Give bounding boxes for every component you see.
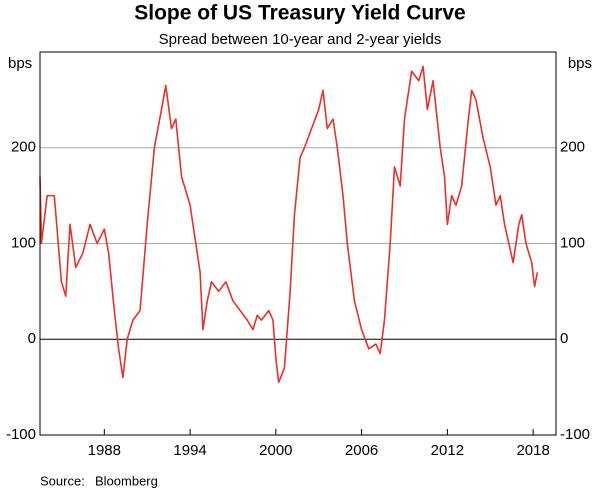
y-tick-label-right: -100 [560, 426, 590, 443]
series-line [39, 65, 539, 384]
chart-title: Slope of US Treasury Yield Curve [134, 2, 465, 25]
x-tick-label: 1994 [173, 442, 206, 459]
y-tick-label-right: 200 [560, 139, 585, 156]
y-unit-left: bps [8, 55, 32, 72]
x-tick-label: 2000 [259, 442, 292, 459]
y-tick-label: 0 [28, 330, 36, 347]
y-tick-label: 200 [11, 139, 36, 156]
source: Bloomberg [95, 473, 158, 488]
y-tick-label: 100 [11, 234, 36, 251]
x-tick-label: 1988 [88, 442, 121, 459]
y-tick-label-right: 0 [560, 330, 568, 347]
y-tick-label-right: 100 [560, 234, 585, 251]
chart-subtitle: Spread between 10-year and 2-year yields [159, 31, 442, 48]
y-tick-label: -100 [6, 426, 36, 443]
x-tick-label: 2012 [431, 442, 464, 459]
x-tick-label: 2006 [345, 442, 378, 459]
y-unit-right: bps [568, 55, 592, 72]
x-tick-label: 2018 [516, 442, 549, 459]
plot-frame [39, 51, 557, 436]
source-label: Source: [40, 473, 85, 488]
